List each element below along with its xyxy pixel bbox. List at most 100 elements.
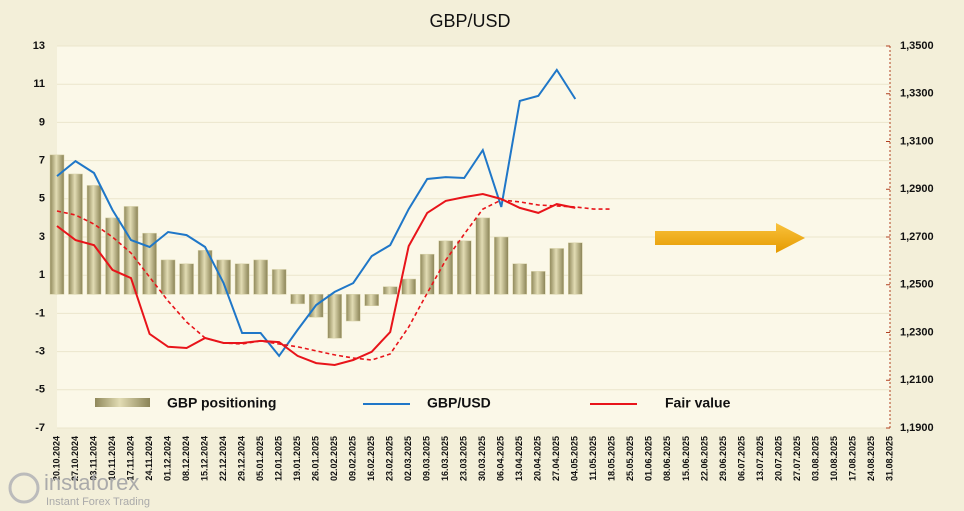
- bar: [456, 240, 472, 295]
- y2-tick-label: 1,2500: [900, 279, 934, 291]
- bar: [123, 206, 139, 295]
- x-tick-label: 17.08.2025: [847, 436, 857, 481]
- bar: [327, 294, 342, 339]
- x-tick-label: 30.03.2025: [477, 436, 487, 481]
- x-tick-label: 09.02.2025: [348, 436, 358, 481]
- x-tick-label: 09.03.2025: [422, 436, 432, 481]
- x-tick-label: 12.01.2025: [274, 436, 284, 481]
- x-tick-label: 26.01.2025: [311, 436, 321, 481]
- x-tick-label: 02.02.2025: [329, 436, 339, 481]
- line: [56, 199, 613, 361]
- bar: [401, 278, 416, 295]
- watermark: instaforex Instant Forex Trading: [8, 470, 150, 508]
- x-tick-label: 13.07.2025: [755, 436, 765, 481]
- bar: [364, 294, 379, 307]
- bar: [475, 217, 491, 295]
- x-tick-label: 08.12.2024: [181, 436, 191, 481]
- bar: [382, 286, 398, 295]
- bar: [419, 253, 435, 295]
- y2-tick-label: 1,3300: [900, 88, 934, 100]
- y-tick-label: 5: [39, 193, 45, 205]
- y-tick-label: 3: [39, 231, 45, 243]
- bar: [568, 242, 583, 295]
- x-tick-label: 06.04.2025: [496, 436, 506, 481]
- y2-tick-label: 1,2700: [900, 231, 934, 243]
- logo: [8, 472, 40, 504]
- x-tick-label: 01.06.2025: [644, 436, 654, 481]
- y2-tick-label: 1,2900: [900, 183, 934, 195]
- x-tick-label: 08.06.2025: [662, 436, 672, 481]
- x-tick-label: 19.01.2025: [292, 436, 302, 481]
- y2-tick-label: 1,3500: [900, 40, 934, 52]
- bar: [179, 263, 194, 295]
- legend-label: Fair value: [665, 395, 731, 411]
- x-tick-label: 27.04.2025: [551, 436, 561, 481]
- x-tick-label: 02.03.2025: [403, 436, 413, 481]
- x-tick-label: 27.10.2024: [70, 436, 80, 481]
- bar: [197, 250, 213, 295]
- y-tick-label: 1: [39, 269, 45, 281]
- x-tick-label: 22.06.2025: [699, 436, 709, 481]
- x-tick-label: 20.10.2024: [51, 436, 61, 481]
- x-tick-label: 03.11.2024: [88, 436, 98, 481]
- x-tick-label: 29.12.2024: [236, 436, 246, 481]
- line: [56, 68, 577, 358]
- bar: [234, 263, 250, 295]
- x-tick-label: 16.03.2025: [440, 436, 450, 481]
- x-tick-label: 04.05.2025: [570, 436, 580, 481]
- chart-title: GBP/USD: [429, 11, 510, 31]
- x-tick-label: 13.04.2025: [514, 436, 524, 481]
- bar: [160, 259, 176, 295]
- legend-label: GBP/USD: [427, 395, 491, 411]
- x-tick-label: 05.01.2025: [255, 436, 265, 481]
- x-tick-label: 24.08.2025: [866, 436, 876, 481]
- y-tick-label: -7: [35, 422, 45, 434]
- x-tick-label: 29.06.2025: [718, 436, 728, 481]
- x-tick-label: 23.03.2025: [459, 436, 469, 481]
- bar: [438, 240, 453, 295]
- x-tick-label: 16.02.2025: [366, 436, 376, 481]
- bar: [531, 271, 546, 295]
- y-tick-label: -5: [35, 384, 45, 396]
- bar: [512, 263, 528, 295]
- bar: [494, 236, 509, 295]
- bar: [142, 232, 157, 295]
- x-tick-label: 20.04.2025: [533, 436, 543, 481]
- x-tick-label: 20.07.2025: [773, 436, 783, 481]
- x-tick-label: 17.11.2024: [125, 436, 135, 481]
- x-tick-label: 15.12.2024: [199, 436, 209, 481]
- x-tick-label: 18.05.2025: [607, 436, 617, 481]
- x-tick-label: 22.12.2024: [218, 436, 228, 481]
- x-tick-label: 27.07.2025: [792, 436, 802, 481]
- forecast-arrow: [655, 223, 805, 253]
- brand: instaforex: [44, 470, 139, 495]
- bar: [68, 173, 83, 295]
- plot: 13 11 9 7 5 3 1 -1 -3 -5 -7 1,3500 1,3300 1,3100 1,290…: [33, 40, 934, 481]
- x-tick-label: 15.06.2025: [681, 436, 691, 481]
- x-tick-label: 06.07.2025: [736, 436, 746, 481]
- x-tick-label: 10.11.2024: [107, 436, 117, 481]
- x-tick-label: 11.05.2025: [588, 436, 598, 481]
- x-tick-label: 03.08.2025: [810, 436, 820, 481]
- legend-swatch: [95, 398, 150, 407]
- bar: [216, 259, 231, 295]
- bar: [86, 185, 102, 295]
- bar: [49, 154, 65, 295]
- y-tick-label: 7: [39, 155, 45, 167]
- legend-label: GBP positioning: [167, 395, 276, 411]
- bar: [253, 259, 268, 295]
- x-tick-label: 23.02.2025: [385, 436, 395, 481]
- bar: [271, 269, 287, 295]
- x-tick-label: 24.11.2024: [144, 436, 154, 481]
- x-tick-label: 10.08.2025: [829, 436, 839, 481]
- bar: [290, 294, 305, 305]
- x-tick-label: 25.05.2025: [625, 436, 635, 481]
- y-tick-label: -3: [35, 346, 45, 358]
- bar: [549, 248, 565, 295]
- y2-tick-label: 1,3100: [900, 135, 934, 147]
- line: [56, 192, 576, 367]
- y-tick-label: 11: [33, 78, 45, 90]
- x-tick-label: 31.08.2025: [884, 436, 894, 481]
- y2-tick-label: 1,1900: [900, 422, 934, 434]
